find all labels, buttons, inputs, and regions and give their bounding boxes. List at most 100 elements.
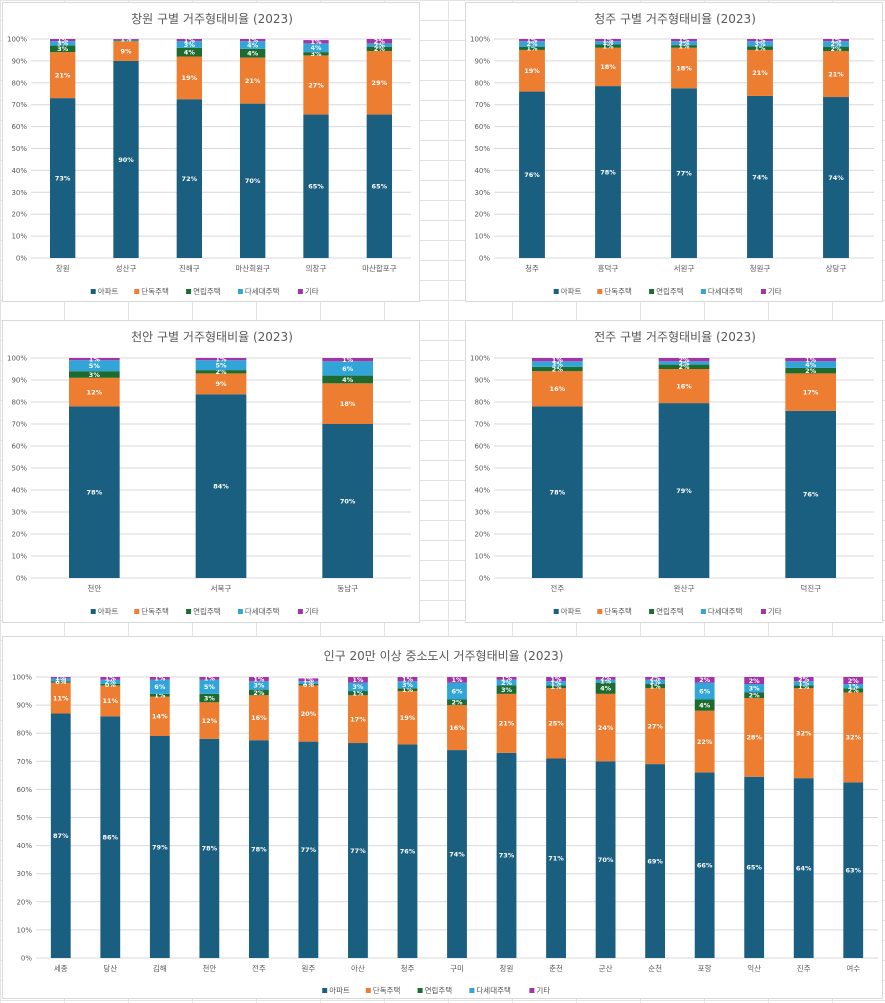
bar-segment[interactable] (303, 52, 329, 56)
bar-segment[interactable] (176, 56, 202, 100)
bar-segment[interactable] (671, 47, 697, 89)
bar-segment[interactable] (843, 692, 864, 783)
bar-segment[interactable] (496, 679, 517, 686)
bar-segment[interactable] (303, 40, 329, 44)
bar-segment[interactable] (397, 677, 418, 682)
bar-segment[interactable] (240, 41, 266, 49)
bar-segment[interactable] (671, 39, 697, 42)
bar-segment[interactable] (100, 684, 121, 686)
bar-segment[interactable] (149, 693, 170, 697)
bar-segment[interactable] (50, 41, 76, 46)
bar-segment[interactable] (50, 681, 71, 683)
bar-segment[interactable] (595, 41, 621, 45)
bar-segment[interactable] (645, 764, 666, 958)
bar-segment[interactable] (519, 46, 545, 50)
bar-segment[interactable] (595, 86, 621, 259)
bar-segment[interactable] (248, 681, 269, 690)
bar-segment[interactable] (645, 684, 666, 689)
bar-segment[interactable] (199, 702, 220, 739)
bar-segment[interactable] (843, 684, 864, 689)
bar-segment[interactable] (348, 677, 368, 683)
bar-segment[interactable] (671, 45, 697, 48)
bar-segment[interactable] (671, 88, 697, 259)
bar-segment[interactable] (322, 383, 373, 424)
bar-segment[interactable] (694, 677, 715, 683)
bar-segment[interactable] (823, 39, 849, 42)
bar-segment[interactable] (785, 373, 836, 411)
bar-segment[interactable] (658, 361, 710, 365)
bar-segment[interactable] (595, 682, 616, 694)
bar-segment[interactable] (176, 47, 202, 57)
bar-segment[interactable] (113, 39, 139, 41)
bar-segment[interactable] (823, 46, 849, 52)
bar-segment[interactable] (546, 685, 566, 689)
bar-segment[interactable] (69, 371, 120, 378)
bar-segment[interactable] (100, 679, 121, 685)
bar-segment[interactable] (694, 682, 715, 700)
bar-segment[interactable] (532, 358, 583, 362)
bar-segment[interactable] (69, 358, 120, 361)
bar-segment[interactable] (366, 46, 392, 52)
bar-segment[interactable] (785, 367, 836, 374)
bar-segment[interactable] (240, 48, 266, 58)
bar-segment[interactable] (744, 698, 765, 777)
bar-segment[interactable] (69, 377, 120, 407)
bar-segment[interactable] (843, 782, 864, 958)
bar-segment[interactable] (447, 682, 467, 700)
bar-segment[interactable] (843, 677, 864, 685)
bar-segment[interactable] (195, 360, 247, 371)
bar-segment[interactable] (176, 39, 202, 42)
bar-segment[interactable] (658, 358, 710, 362)
bar-segment[interactable] (447, 677, 467, 683)
chart-cheongju[interactable]: 청주 구별 거주형태비율 (2023) 0% 10% 20% 30% 40% 50% 60% 7… (465, 2, 883, 302)
bar-segment[interactable] (322, 358, 373, 362)
chart-mid-cities[interactable]: 인구 20만 이상 중소도시 거주형태비율 (2023) 0% 10% 20% 30% 4… (2, 636, 883, 999)
bar-segment[interactable] (532, 361, 583, 367)
bar-segment[interactable] (519, 91, 545, 258)
bar-segment[interactable] (595, 44, 621, 48)
bar-segment[interactable] (747, 39, 773, 42)
bar-segment[interactable] (100, 716, 121, 958)
bar-segment[interactable] (793, 688, 814, 779)
bar-segment[interactable] (519, 49, 545, 92)
bar-segment[interactable] (248, 695, 269, 741)
bar-segment[interactable] (793, 685, 814, 689)
bar-segment[interactable] (694, 772, 715, 958)
bar-segment[interactable] (50, 713, 71, 958)
bar-segment[interactable] (532, 366, 583, 372)
bar-segment[interactable] (69, 406, 120, 578)
bar-segment[interactable] (747, 41, 773, 47)
bar-segment[interactable] (785, 410, 836, 578)
bar-segment[interactable] (532, 371, 583, 407)
bar-segment[interactable] (546, 688, 566, 759)
bar-segment[interactable] (149, 696, 170, 737)
bar-segment[interactable] (546, 758, 566, 958)
bar-segment[interactable] (744, 692, 765, 699)
bar-segment[interactable] (298, 681, 319, 685)
bar-segment[interactable] (113, 40, 139, 42)
bar-segment[interactable] (50, 52, 76, 99)
bar-segment[interactable] (298, 685, 319, 742)
bar-segment[interactable] (747, 49, 773, 96)
bar-segment[interactable] (744, 677, 765, 685)
bar-segment[interactable] (50, 39, 76, 42)
bar-segment[interactable] (195, 358, 247, 361)
bar-segment[interactable] (843, 688, 864, 693)
bar-segment[interactable] (645, 688, 666, 765)
bar-segment[interactable] (366, 43, 392, 47)
bar-segment[interactable] (50, 45, 76, 53)
bar-segment[interactable] (322, 375, 373, 384)
chart-cheonan[interactable]: 천안 구별 거주형태비율 (2023) 0% 10% 20% 30% 40% 50% 60% 7… (2, 320, 420, 623)
bar-segment[interactable] (496, 677, 517, 680)
bar-segment[interactable] (113, 41, 139, 61)
bar-segment[interactable] (447, 705, 467, 751)
bar-segment[interactable] (100, 685, 121, 717)
bar-segment[interactable] (823, 51, 849, 98)
bar-segment[interactable] (595, 39, 621, 42)
bar-segment[interactable] (149, 677, 170, 680)
bar-segment[interactable] (50, 678, 71, 682)
bar-segment[interactable] (149, 679, 170, 694)
bar-segment[interactable] (248, 689, 269, 696)
bar-segment[interactable] (785, 358, 836, 362)
bar-segment[interactable] (747, 46, 773, 50)
